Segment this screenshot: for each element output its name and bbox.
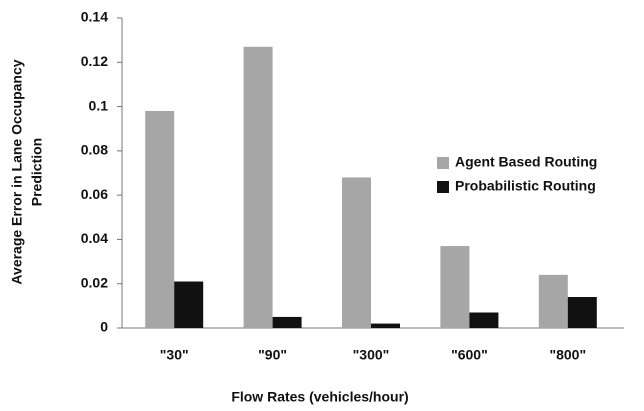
y-tick-label: 0.12	[81, 53, 108, 69]
legend-swatch	[437, 157, 449, 169]
bar	[371, 323, 400, 328]
y-axis-label: Prediction	[29, 138, 45, 206]
bar	[243, 46, 273, 329]
y-tick-label: 0	[100, 319, 108, 335]
y-axis-label: Average Error in Lane Occupancy	[9, 59, 25, 284]
y-tick-label: 0.14	[81, 9, 108, 25]
x-tick-label: "30"	[160, 347, 189, 363]
y-tick-label: 0.04	[81, 230, 108, 246]
legend-swatch	[437, 181, 449, 193]
y-tick-label: 0.08	[81, 142, 108, 158]
legend-label: Probabilistic Routing	[455, 178, 596, 194]
y-tick-label: 0.1	[89, 97, 109, 113]
bar	[567, 297, 597, 328]
bar	[342, 177, 371, 328]
y-tick-label: 0.02	[81, 274, 108, 290]
x-tick-label: "300"	[353, 347, 390, 363]
x-tick-label: "600"	[451, 347, 488, 363]
x-tick-label: "90"	[258, 347, 287, 363]
bar	[469, 312, 499, 328]
y-tick-label: 0.06	[81, 186, 108, 202]
bar	[272, 316, 302, 328]
x-axis-label: Flow Rates (vehicles/hour)	[231, 389, 408, 405]
bar	[174, 281, 204, 328]
bar	[538, 274, 568, 328]
bar	[145, 111, 175, 328]
x-tick-label: "800"	[549, 347, 586, 363]
bar	[440, 246, 470, 328]
legend-label: Agent Based Routing	[455, 154, 597, 170]
